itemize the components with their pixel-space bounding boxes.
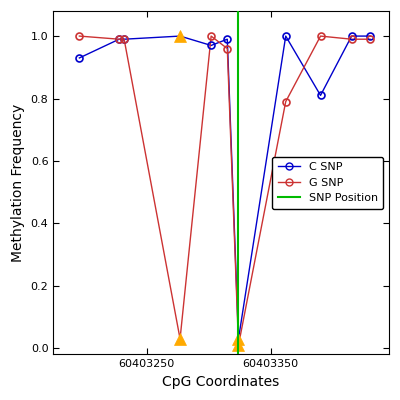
Legend: C SNP, G SNP, SNP Position: C SNP, G SNP, SNP Position [272,157,383,209]
X-axis label: CpG Coordinates: CpG Coordinates [162,375,280,389]
Y-axis label: Methylation Frequency: Methylation Frequency [11,104,25,262]
